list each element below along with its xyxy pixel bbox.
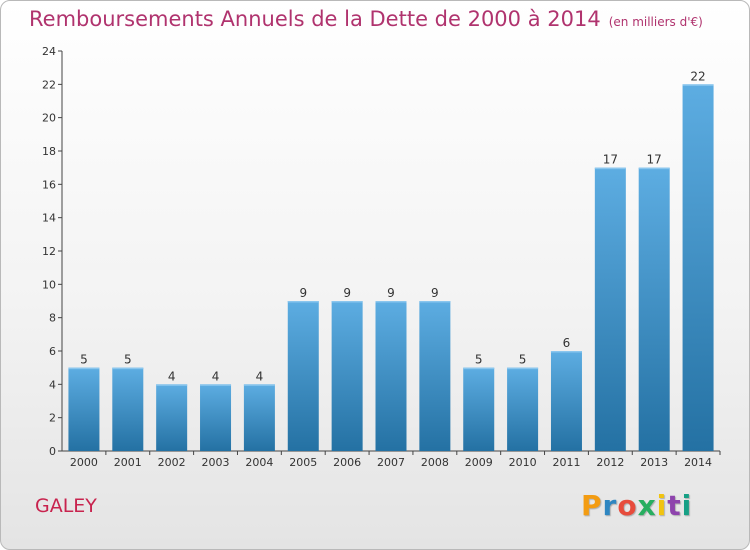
bar-value-label: 9 <box>431 286 439 300</box>
bar <box>594 167 626 451</box>
bar <box>68 367 100 451</box>
x-tick-label: 2004 <box>245 456 273 469</box>
bar-value-label: 6 <box>563 336 571 350</box>
bar-value-label: 4 <box>256 369 264 383</box>
y-tick-label: 16 <box>42 178 56 191</box>
bar-value-label: 4 <box>212 369 220 383</box>
bar-value-label: 5 <box>124 353 132 367</box>
y-tick-label: 22 <box>42 78 56 91</box>
x-tick-label: 2010 <box>509 456 537 469</box>
y-tick-label: 24 <box>42 45 56 58</box>
bar <box>638 167 670 451</box>
x-tick-label: 2014 <box>684 456 712 469</box>
commune-name: GALEY <box>35 495 97 517</box>
chart-title-text: Remboursements Annuels de la Dette de 20… <box>29 7 601 31</box>
x-tick-label: 2007 <box>377 456 405 469</box>
x-tick-label: 2013 <box>640 456 668 469</box>
bar-top-edge <box>419 301 451 303</box>
bar-value-label: 17 <box>647 153 662 167</box>
bar-value-label: 5 <box>519 353 527 367</box>
bar <box>331 301 363 451</box>
logo-letter: r <box>602 489 618 522</box>
bar <box>112 367 144 451</box>
logo-letter: i <box>656 489 668 522</box>
bar <box>156 384 188 451</box>
chart-subtitle: (en milliers d'€) <box>608 15 703 29</box>
logo-letter: o <box>617 489 638 522</box>
logo-letter: P <box>581 489 603 522</box>
bar-value-label: 9 <box>387 286 395 300</box>
y-tick-label: 14 <box>42 212 56 225</box>
x-tick-label: 2002 <box>158 456 186 469</box>
x-tick-label: 2008 <box>421 456 449 469</box>
x-tick-label: 2009 <box>465 456 493 469</box>
x-tick-label: 2006 <box>333 456 361 469</box>
y-tick-label: 12 <box>42 245 56 258</box>
bar-top-edge <box>112 367 144 370</box>
x-tick-label: 2000 <box>70 456 98 469</box>
logo-letter: x <box>637 489 657 522</box>
bar-top-edge <box>200 384 232 386</box>
bar-top-edge <box>507 367 539 370</box>
bar <box>463 367 495 451</box>
chart-title: Remboursements Annuels de la Dette de 20… <box>29 7 703 31</box>
bar <box>419 301 451 451</box>
logo-letter: t <box>667 489 682 522</box>
bar <box>243 384 275 451</box>
bar-value-label: 5 <box>80 353 88 367</box>
y-tick-label: 20 <box>42 112 56 125</box>
bar <box>507 367 539 451</box>
bar <box>200 384 232 451</box>
y-tick-label: 0 <box>49 445 56 458</box>
bar <box>375 301 407 451</box>
bar-value-label: 9 <box>299 286 307 300</box>
bar-top-edge <box>463 367 495 370</box>
bar <box>550 351 582 451</box>
bar-top-edge <box>594 167 626 170</box>
x-tick-label: 2011 <box>552 456 580 469</box>
y-tick-label: 4 <box>49 378 56 391</box>
x-tick-label: 2001 <box>114 456 142 469</box>
x-tick-label: 2003 <box>202 456 230 469</box>
bar-top-edge <box>331 301 363 303</box>
bar-top-edge <box>68 367 100 370</box>
bar-top-edge <box>638 167 670 170</box>
y-tick-label: 2 <box>49 412 56 425</box>
y-tick-label: 18 <box>42 145 56 158</box>
bar-top-edge <box>156 384 188 386</box>
bar-value-label: 4 <box>168 369 176 383</box>
y-tick-label: 8 <box>49 312 56 325</box>
bar-top-edge <box>243 384 275 386</box>
bar-value-label: 5 <box>475 353 483 367</box>
bar-top-edge <box>375 301 407 303</box>
bar <box>287 301 319 451</box>
bar-value-label: 17 <box>603 153 618 167</box>
bar <box>682 84 714 451</box>
y-tick-label: 10 <box>42 278 56 291</box>
bar-top-edge <box>682 84 714 86</box>
bar-top-edge <box>287 301 319 303</box>
logo-letter: i <box>681 489 693 522</box>
bar-value-label: 9 <box>343 286 351 300</box>
bar-top-edge <box>550 351 582 353</box>
x-tick-label: 2012 <box>596 456 624 469</box>
bar-value-label: 22 <box>690 69 705 83</box>
x-tick-label: 2005 <box>289 456 317 469</box>
proxiti-logo: Proxiti <box>581 489 692 522</box>
y-tick-label: 6 <box>49 345 56 358</box>
